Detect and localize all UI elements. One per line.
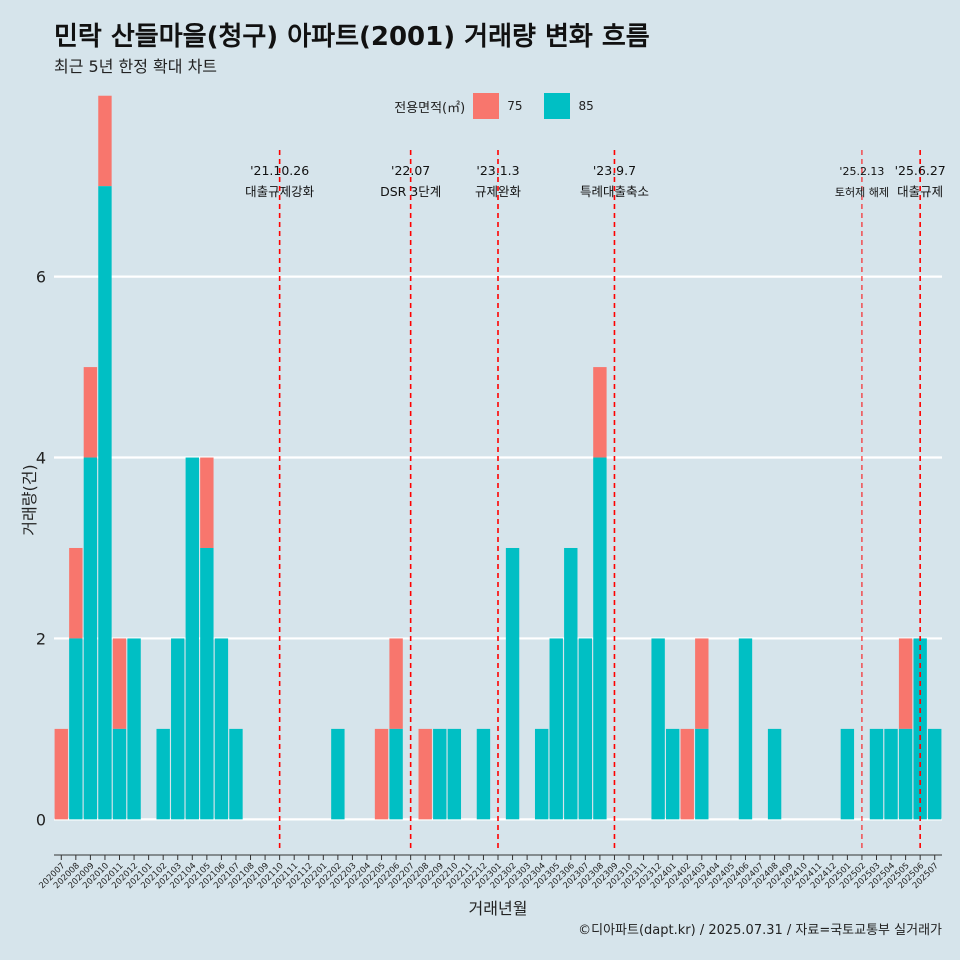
bar-75 xyxy=(389,638,403,729)
bar-85 xyxy=(127,638,141,820)
x-axis-title: 거래년월 xyxy=(469,899,528,918)
event-label: 대출규제강화 xyxy=(245,184,315,199)
legend-title: 전용면적(㎡) xyxy=(394,100,466,116)
bar-85 xyxy=(534,728,549,820)
bar-85 xyxy=(447,728,462,820)
event-label: 특례대출축소 xyxy=(580,184,649,199)
event-label: DSR 3단계 xyxy=(380,184,441,199)
event-label: 대출규제 xyxy=(897,184,943,199)
bar-75 xyxy=(200,457,214,548)
bar-85 xyxy=(869,728,884,820)
bar-85 xyxy=(185,457,199,820)
bar-85 xyxy=(505,547,520,820)
bar-85 xyxy=(840,728,855,820)
bar-75 xyxy=(898,638,913,729)
bar-85 xyxy=(83,457,98,820)
legend-swatch-85 xyxy=(544,93,571,119)
y-tick-label: 4 xyxy=(36,449,46,468)
event-label: 토허제 해제 xyxy=(835,185,889,199)
event-date-label: '22.07 xyxy=(391,163,430,178)
bar-85 xyxy=(98,186,112,820)
y-tick-label: 0 xyxy=(36,810,46,829)
bar-85 xyxy=(651,638,665,820)
bar-85 xyxy=(928,728,942,820)
y-tick-label: 6 xyxy=(36,268,46,287)
bar-85 xyxy=(665,728,680,820)
bar-75 xyxy=(54,728,68,820)
source-caption: ©디아파트(dapt.kr) / 2025.07.31 / 자료=국토교통부 실… xyxy=(578,923,942,938)
chart-subtitle: 최근 5년 한정 확대 차트 xyxy=(54,57,218,76)
bar-85 xyxy=(898,728,913,820)
bar-85 xyxy=(738,638,753,820)
bar-85 xyxy=(884,728,898,820)
bar-85 xyxy=(171,638,185,820)
y-axis-title: 거래량(건) xyxy=(20,464,39,535)
bar-85 xyxy=(767,728,782,820)
bar-75 xyxy=(418,728,432,820)
legend-label-85: 85 xyxy=(578,99,594,113)
bar-85 xyxy=(564,547,578,820)
bar-75 xyxy=(695,638,709,729)
y-tick-label: 2 xyxy=(36,629,46,648)
event-date-label: '25.2.13 xyxy=(839,165,884,178)
bar-85 xyxy=(214,638,229,820)
bar-75 xyxy=(83,367,98,458)
bar-75 xyxy=(680,728,694,820)
bar-85 xyxy=(331,728,345,820)
bar-85 xyxy=(389,728,403,820)
bar-85 xyxy=(578,638,593,820)
legend: 전용면적(㎡) 75 85 xyxy=(0,93,960,119)
bar-85 xyxy=(69,638,83,820)
bar-85 xyxy=(433,728,447,820)
bar-85 xyxy=(476,728,491,820)
bar-85 xyxy=(695,728,709,820)
bar-85 xyxy=(593,457,607,820)
bar-75 xyxy=(98,95,112,187)
bar-75 xyxy=(593,367,607,458)
event-date-label: '25.6.27 xyxy=(895,163,946,178)
bar-85 xyxy=(549,638,563,820)
bar-85 xyxy=(112,728,127,820)
event-date-label: '23.1.3 xyxy=(476,163,519,178)
bar-75 xyxy=(112,638,127,729)
event-date-label: '21.10.26 xyxy=(250,163,309,178)
event-date-label: '23.9.7 xyxy=(593,163,636,178)
bar-85 xyxy=(200,547,214,820)
event-label: 규제완화 xyxy=(475,184,522,199)
legend-label-75: 75 xyxy=(507,99,523,113)
legend-swatch-75 xyxy=(473,93,500,119)
bar-75 xyxy=(374,728,389,820)
bar-85 xyxy=(156,728,170,820)
chart-title: 민락 산들마을(청구) 아파트(2001) 거래량 변화 흐름 xyxy=(54,22,650,52)
bar-75 xyxy=(69,547,83,639)
bar-85 xyxy=(229,728,243,820)
